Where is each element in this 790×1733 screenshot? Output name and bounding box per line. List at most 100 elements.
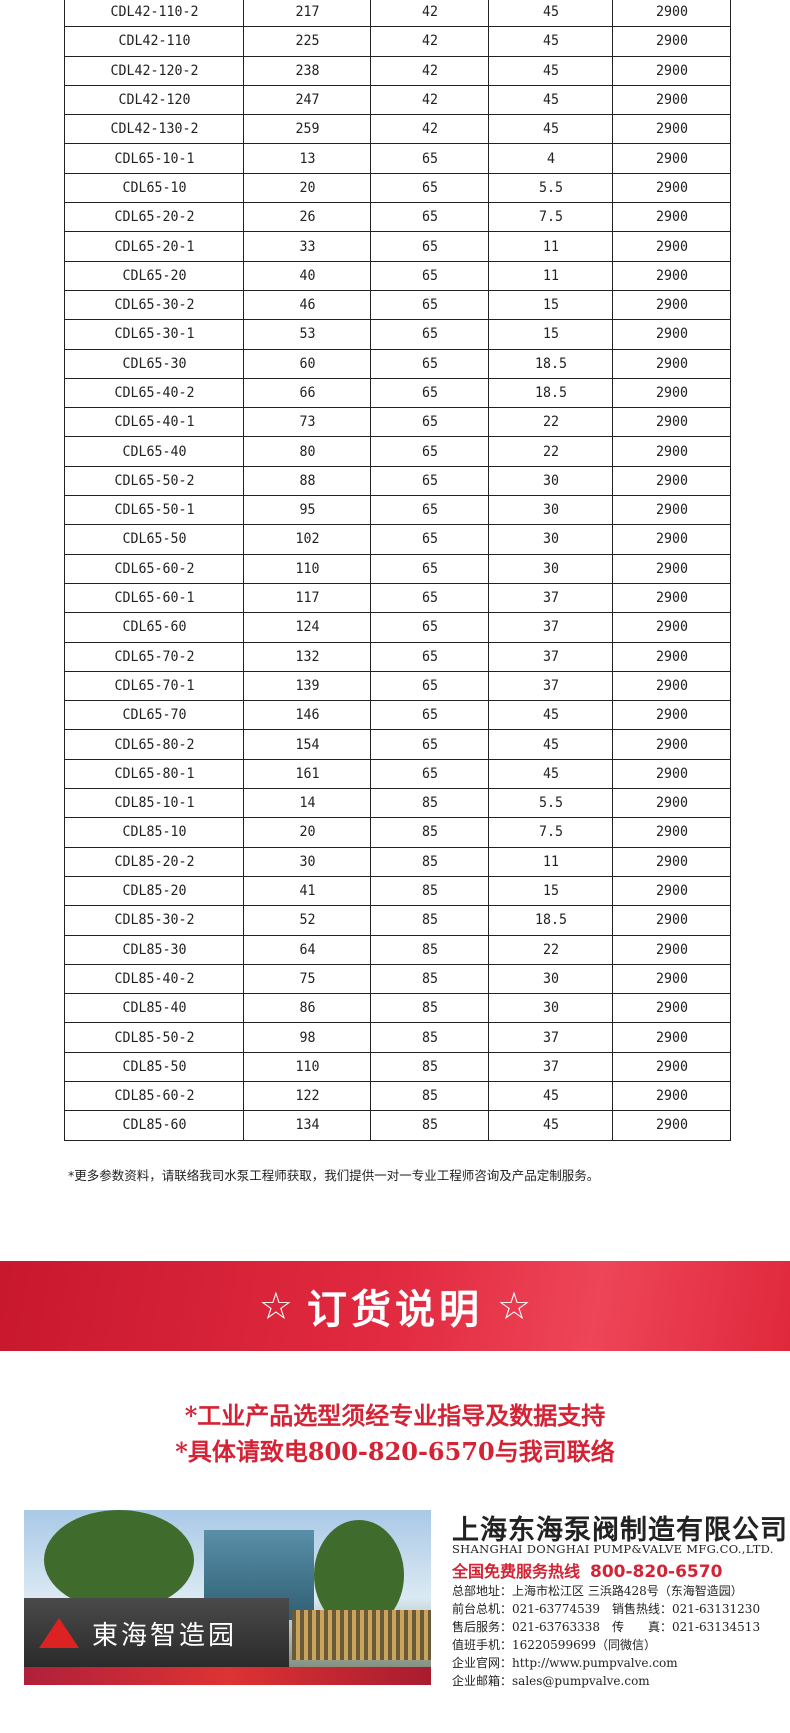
table-cell: 2900 [614,846,729,877]
table-row: CDL85-20 41 85 15 2900 [65,875,731,907]
company-name-cn: 上海东海泵阀制造有限公司 [452,1515,788,1546]
factory-photo: 東海智造园 [24,1510,431,1685]
contact-website[interactable]: 企业官网：http://www.pumpvalve.com [452,1656,678,1670]
table-cell: 30 [491,465,610,497]
table-cell: CDL65-20-2 [68,202,240,233]
table-cell: CDL85-50-2 [68,1022,240,1053]
table-cell: CDL65-10 [68,172,240,204]
table-cell: 30 [246,846,368,877]
table-cell: CDL65-20-1 [68,231,240,262]
sign-text: 東海智造园 [92,1620,238,1651]
table-cell: 2900 [614,758,729,790]
table-cell: 2900 [614,84,729,116]
table-cell: 30 [491,553,610,584]
table-cell: 117 [246,582,368,614]
company-logo-icon [36,1616,82,1650]
contact-mobile: 值班手机：16220599699（同微信） [452,1638,656,1652]
table-cell: 11 [491,846,610,877]
table-cell: 2900 [614,1110,729,1141]
table-cell: 45 [491,729,610,760]
table-row: CDL65-50 102 65 30 2900 [65,524,731,555]
contact-service: 售后服务：021-63763338 传 真：021-63134513 [452,1620,761,1634]
star-icon: ☆ [497,1284,532,1328]
table-cell: 2900 [614,700,729,731]
table-cell: 2900 [614,729,729,760]
table-row: CDL65-50-2 88 65 30 2900 [65,465,731,497]
table-cell: CDL85-10 [68,817,240,848]
table-cell: 65 [372,670,487,702]
table-cell: 85 [372,934,487,965]
table-cell: 75 [246,963,368,995]
table-cell: CDL65-50 [68,524,240,555]
table-cell: 45 [491,700,610,731]
table-cell: 37 [491,670,610,702]
table-cell: CDL42-110-2 [68,0,240,28]
table-cell: CDL85-20-2 [68,846,240,877]
table-cell: 88 [246,465,368,497]
table-row: CDL85-30-2 52 85 18.5 2900 [65,905,731,936]
table-cell: 2900 [614,553,729,584]
table-row: CDL85-10-1 14 85 5.5 2900 [65,788,731,819]
table-cell: 2900 [614,905,729,936]
table-row: CDL65-50-1 95 65 30 2900 [65,495,731,526]
table-cell: CDL85-60 [68,1110,240,1141]
table-cell: 37 [491,1022,610,1053]
table-cell: 95 [246,495,368,526]
banner-title: 订货说明 [307,1287,483,1333]
table-cell: 2900 [614,0,729,28]
table-cell: 41 [246,875,368,907]
table-cell: 37 [491,612,610,643]
table-cell: 64 [246,934,368,965]
table-cell: 5.5 [491,788,610,819]
table-cell: 2900 [614,436,729,467]
star-icon: ☆ [258,1284,293,1328]
table-cell: CDL65-40 [68,436,240,467]
table-cell: 225 [246,26,368,57]
table-row: CDL65-70-1 139 65 37 2900 [65,670,731,702]
table-row: CDL65-30-1 53 65 15 2900 [65,319,731,350]
table-row: CDL65-30-2 46 65 15 2900 [65,289,731,321]
table-cell: 65 [372,260,487,291]
table-cell: 146 [246,700,368,731]
table-cell: 85 [372,905,487,936]
table-cell: 2900 [614,26,729,57]
hotline-number: 800-820-6570 [590,1562,723,1582]
table-row: CDL65-80-2 154 65 45 2900 [65,729,731,760]
table-row: CDL42-110-2 217 42 45 2900 [65,0,731,28]
table-cell: 65 [372,700,487,731]
contact-email[interactable]: 企业邮箱：sales@pumpvalve.com [452,1674,650,1688]
table-cell: 22 [491,407,610,438]
table-cell: 37 [491,1051,610,1082]
table-cell: 42 [372,0,487,28]
table-cell: 2900 [614,260,729,291]
table-cell: 65 [372,729,487,760]
table-cell: 15 [491,319,610,350]
footnote: *更多参数资料，请联络我司水泵工程师获取，我们提供一对一专业工程师咨询及产品定制… [68,1168,600,1183]
table-cell: 85 [372,1110,487,1141]
table-cell: 2900 [614,289,729,321]
table-cell: 86 [246,993,368,1024]
table-cell: 238 [246,55,368,86]
table-row: CDL65-20 40 65 11 2900 [65,260,731,291]
table-cell: 45 [491,758,610,790]
table-cell: 2900 [614,407,729,438]
table-cell: 85 [372,1022,487,1053]
company-name-en: SHANGHAI DONGHAI PUMP&VALVE MFG.CO.,LTD. [452,1542,774,1556]
table-row: CDL65-40-2 66 65 18.5 2900 [65,377,731,409]
table-row: CDL85-10 20 85 7.5 2900 [65,817,731,848]
table-row: CDL65-60-1 117 65 37 2900 [65,582,731,614]
table-cell: CDL42-130-2 [68,114,240,145]
table-cell: 2900 [614,143,729,174]
table-cell: CDL85-30 [68,934,240,965]
table-cell: 5.5 [491,172,610,204]
park-sign: 東海智造园 [24,1598,289,1668]
table-row: CDL42-130-2 259 42 45 2900 [65,114,731,145]
contact-phone: 前台总机：021-63774539 销售热线：021-63131230 [452,1602,761,1616]
table-cell: 110 [246,1051,368,1082]
table-cell: 18.5 [491,905,610,936]
table-cell: 65 [372,641,487,672]
table-cell: 65 [372,553,487,584]
table-cell: 154 [246,729,368,760]
table-cell: 85 [372,963,487,995]
table-cell: CDL85-40 [68,993,240,1024]
